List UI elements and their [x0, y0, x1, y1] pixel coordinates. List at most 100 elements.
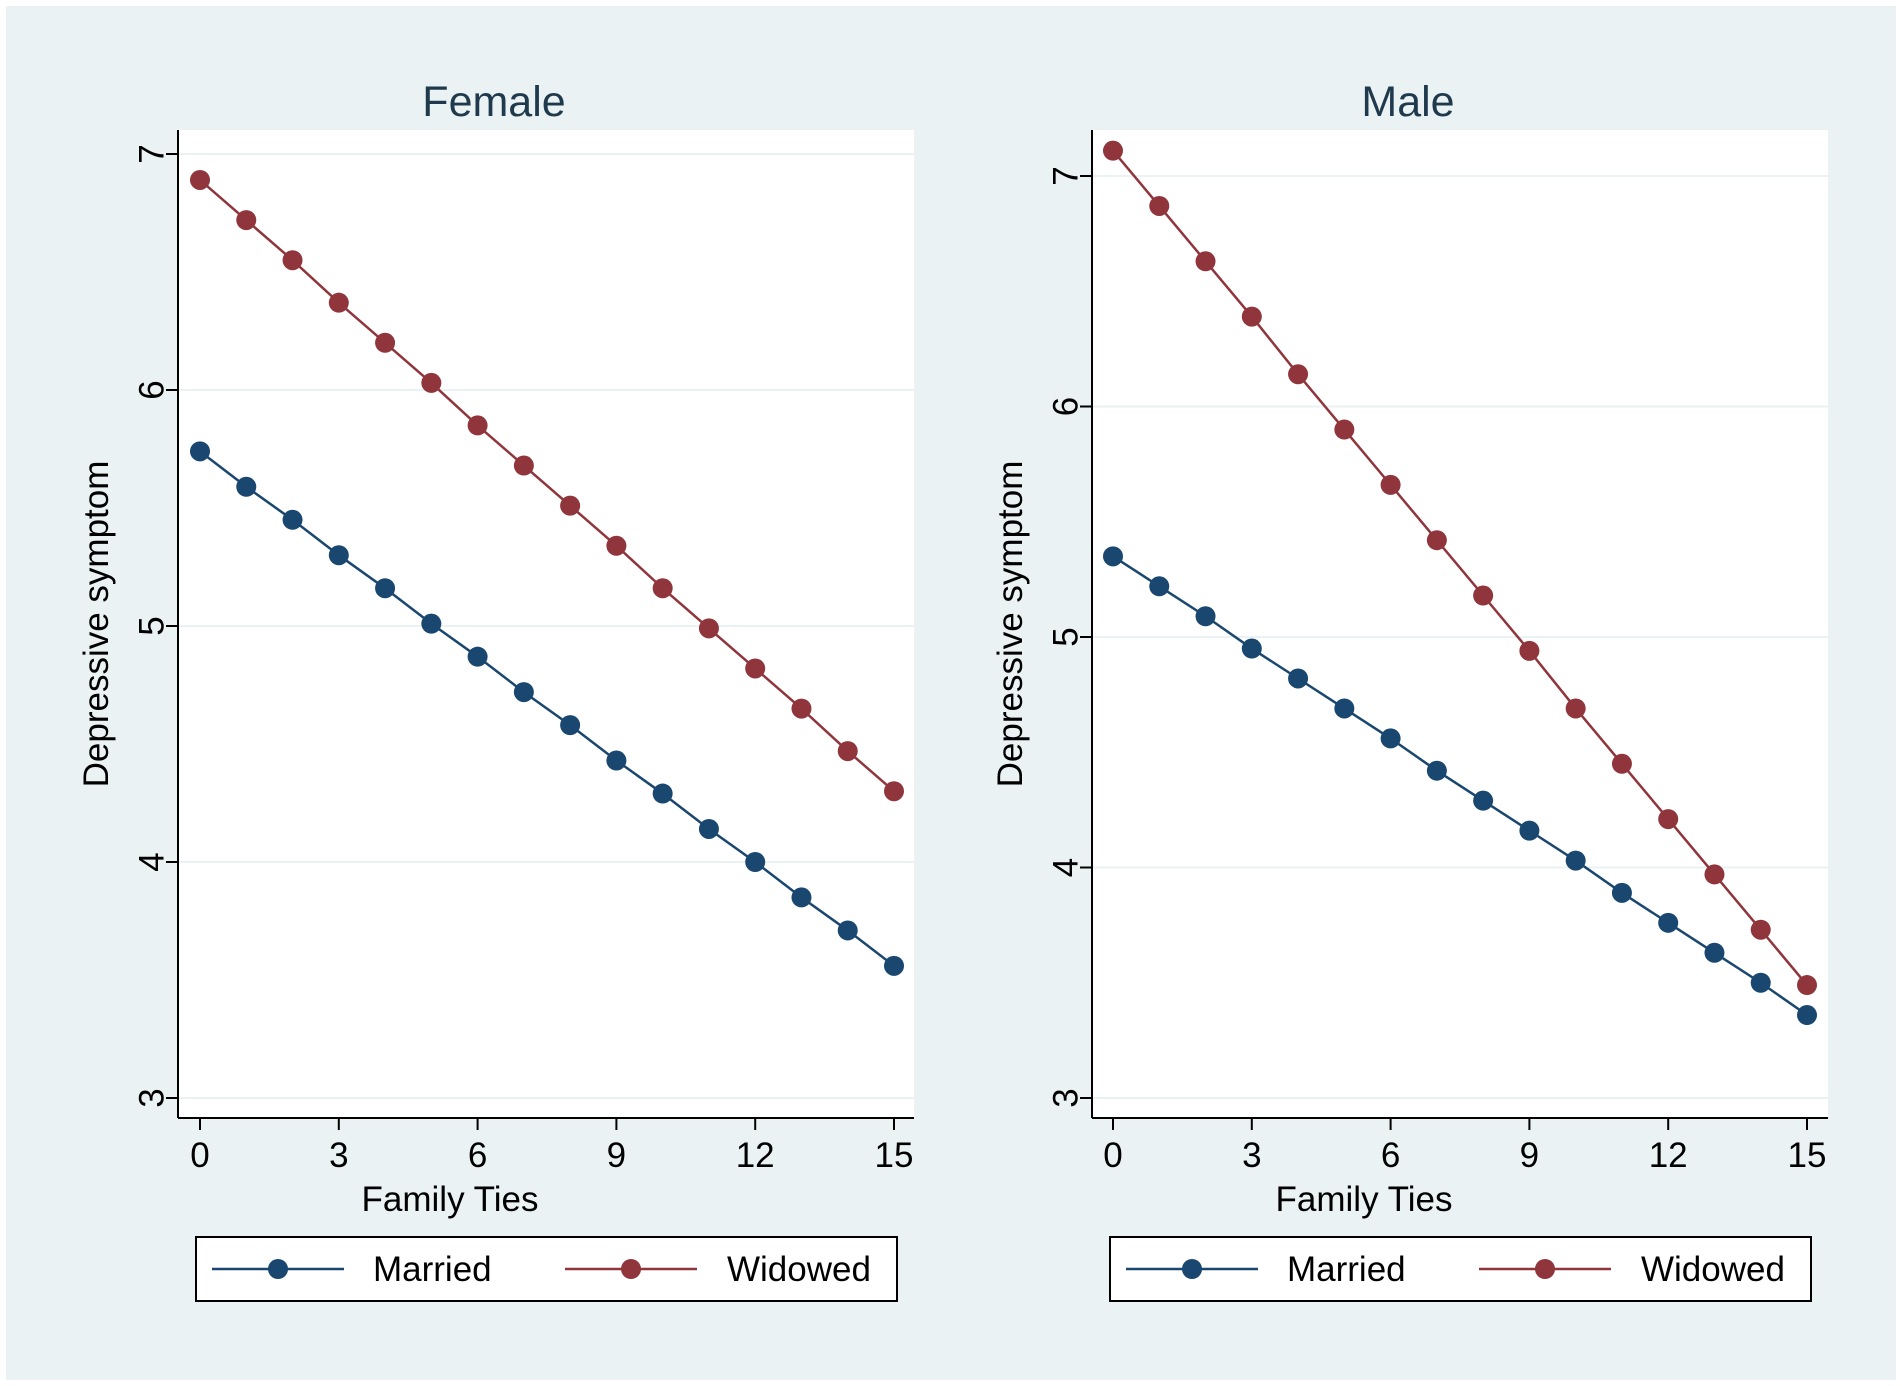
data-point-widowed: [1611, 753, 1632, 774]
data-point-widowed: [1519, 640, 1540, 661]
data-point-widowed: [467, 415, 488, 436]
data-point-widowed: [1334, 419, 1355, 440]
x-tick-label: 3: [1242, 1136, 1261, 1175]
legend-label-married-male: Married: [1287, 1250, 1406, 1289]
x-tick-label: 9: [607, 1136, 626, 1175]
series-line-married-female: [199, 450, 895, 967]
data-point-married: [1380, 728, 1401, 749]
data-point-married: [1750, 972, 1771, 993]
data-point-married: [1658, 912, 1679, 933]
data-point-married: [1241, 638, 1262, 659]
data-point-widowed: [1195, 251, 1216, 272]
y-tick-label: 5: [133, 616, 172, 635]
data-point-married: [421, 613, 442, 634]
x-tick-label: 12: [736, 1136, 775, 1175]
data-point-widowed: [1288, 364, 1309, 385]
data-point-widowed: [791, 698, 812, 719]
data-point-married: [884, 955, 904, 976]
plot-area-female: [178, 130, 914, 1118]
data-point-married: [1611, 882, 1632, 903]
series-line-widowed-female: [199, 179, 895, 793]
legend-married-marker-female: [268, 1259, 288, 1279]
data-point-widowed: [1473, 585, 1494, 606]
data-point-married: [837, 920, 858, 941]
data-point-widowed: [421, 372, 442, 393]
data-point-married: [698, 818, 719, 839]
data-point-married: [1565, 850, 1586, 871]
panel-male: Male 3 4 5 6 7 0 3 6 9 12 15 Family Ties Depressiv…: [991, 78, 1828, 1302]
data-point-widowed: [1565, 698, 1586, 719]
data-point-widowed: [652, 578, 673, 599]
data-point-widowed: [560, 495, 581, 516]
legend-widowed-marker-female: [621, 1259, 641, 1279]
data-point-widowed: [1750, 919, 1771, 940]
chart-title-female: Female: [422, 78, 565, 126]
data-point-married: [1426, 760, 1447, 781]
data-point-widowed: [282, 250, 303, 271]
data-point-married: [1519, 820, 1540, 841]
data-point-married: [190, 441, 210, 462]
data-point-married: [1288, 668, 1309, 689]
series-line-widowed-male: [1112, 149, 1808, 986]
y-axis-label-male: Depressive symptom: [991, 461, 1030, 788]
data-point-widowed: [190, 169, 210, 190]
data-point-widowed: [1704, 864, 1725, 885]
data-point-widowed: [606, 535, 627, 556]
y-tick-label: 4: [1047, 858, 1086, 877]
data-point-widowed: [1149, 195, 1170, 216]
data-point-widowed: [513, 455, 534, 476]
data-point-married: [745, 852, 766, 872]
data-point-widowed: [328, 292, 349, 313]
y-tick-label: 3: [1047, 1088, 1086, 1107]
legend-widowed-marker-male: [1535, 1259, 1555, 1279]
y-tick-label: 5: [1047, 627, 1086, 646]
data-point-married: [1473, 790, 1494, 811]
y-tick-label: 6: [1047, 397, 1086, 416]
x-tick-label: 12: [1649, 1136, 1688, 1175]
y-tick-label: 3: [133, 1088, 172, 1107]
x-tick-label: 15: [1788, 1136, 1827, 1175]
data-point-married: [282, 509, 303, 530]
legend-male: Married Widowed: [1109, 1236, 1812, 1302]
x-tick-label: 6: [1381, 1136, 1400, 1175]
data-point-married: [1103, 546, 1123, 567]
y-tick-label: 6: [133, 380, 172, 399]
data-point-widowed: [1241, 306, 1262, 327]
data-point-married: [467, 646, 488, 667]
legend-label-widowed-female: Widowed: [727, 1250, 871, 1289]
data-point-widowed: [236, 210, 257, 231]
data-point-married: [791, 887, 812, 908]
data-point-married: [513, 682, 534, 703]
data-point-married: [606, 750, 627, 771]
data-point-widowed: [1103, 140, 1123, 161]
data-point-married: [652, 783, 673, 804]
x-tick-label: 15: [875, 1136, 914, 1175]
y-tick-label: 7: [133, 144, 172, 163]
x-tick-label: 0: [190, 1136, 209, 1175]
data-point-widowed: [1797, 975, 1817, 996]
x-tick-label: 6: [468, 1136, 487, 1175]
panel-female: Female 3 4 5 6 7 0 3 6 9 12 15 Family Ties Depress…: [77, 78, 914, 1302]
data-point-widowed: [375, 332, 396, 353]
legend-married-marker-male: [1182, 1259, 1202, 1279]
data-point-married: [1149, 576, 1170, 597]
x-tick-label: 9: [1520, 1136, 1539, 1175]
x-tick-label: 0: [1103, 1136, 1122, 1175]
x-axis-label-female: Family Ties: [362, 1180, 539, 1219]
data-point-married: [1195, 606, 1216, 627]
x-tick-label: 3: [329, 1136, 348, 1175]
legend-label-married-female: Married: [373, 1250, 492, 1289]
data-point-married: [328, 545, 349, 566]
data-point-widowed: [884, 781, 904, 802]
legend-label-widowed-male: Widowed: [1641, 1250, 1785, 1289]
data-point-married: [1797, 1005, 1817, 1026]
data-point-widowed: [1658, 809, 1679, 830]
x-axis-label-male: Family Ties: [1276, 1180, 1453, 1219]
data-point-married: [236, 476, 257, 497]
y-axis-label-female: Depressive symptom: [77, 461, 116, 788]
data-point-widowed: [745, 658, 766, 679]
y-tick-label: 7: [1047, 166, 1086, 185]
data-point-married: [375, 578, 396, 599]
y-tick-label: 4: [133, 852, 172, 871]
